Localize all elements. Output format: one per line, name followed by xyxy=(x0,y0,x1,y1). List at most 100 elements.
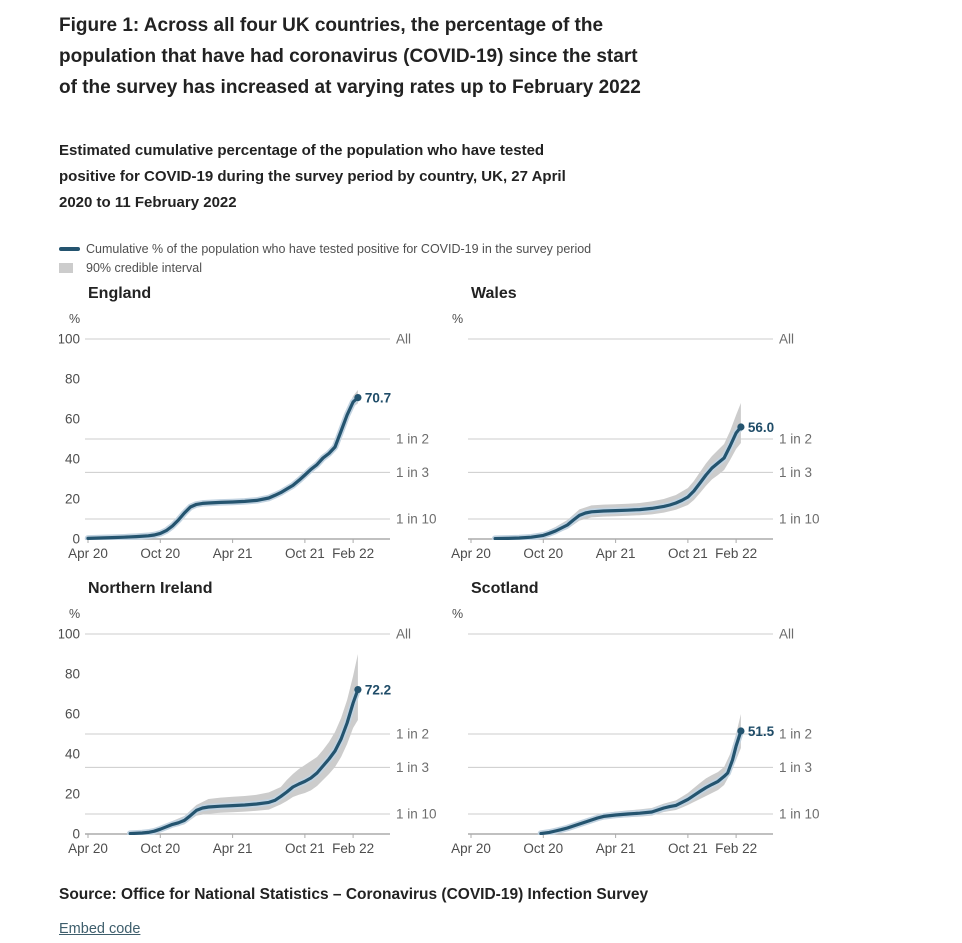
figure-subtitle-line: positive for COVID-19 during the survey … xyxy=(59,168,566,185)
line-halo xyxy=(84,394,362,540)
source-text: Source: Office for National Statistics –… xyxy=(59,886,649,903)
chart-wales: Wales All 1 in 2 1 in 3 1 in 10 Apr 20 Oct 20… xyxy=(442,285,825,567)
end-value-label: 51.5 xyxy=(748,724,775,739)
right-axis-label: All xyxy=(779,332,794,347)
y-tick-label: 100 xyxy=(59,332,80,347)
legend-label: 90% credible interval xyxy=(86,260,203,275)
x-tick-label: Apr 20 xyxy=(68,841,108,856)
right-axis-label: 1 in 10 xyxy=(396,512,437,527)
chart-title-northern-ireland: Northern Ireland xyxy=(88,580,213,597)
y-tick-label: 40 xyxy=(65,747,80,762)
end-value-label: 56.0 xyxy=(748,420,774,435)
right-axis-label: All xyxy=(396,627,411,642)
figure-subtitle-line: 2020 to 11 February 2022 xyxy=(59,194,237,211)
x-tick-label: Oct 21 xyxy=(668,841,708,856)
x-tick-label: Oct 21 xyxy=(668,546,708,561)
y-tick-label: 20 xyxy=(65,492,80,507)
right-axis-label: 1 in 2 xyxy=(396,727,429,742)
x-tick-label: Apr 20 xyxy=(451,841,491,856)
y-tick-label: 100 xyxy=(59,627,80,642)
line-halo xyxy=(537,727,745,835)
right-axis-label: 1 in 3 xyxy=(779,465,812,480)
embed-link-wrap: Embed code xyxy=(59,920,942,938)
y-tick-label: 80 xyxy=(65,667,80,682)
figure-title-line: of the survey has increased at varying r… xyxy=(59,77,641,98)
cumulative-line xyxy=(128,687,360,835)
england-chart-svg: All 1 in 2 1 in 3 1 in 10 Apr 20 Oct 20 Apr 21… xyxy=(59,312,437,561)
x-tick-label: Apr 21 xyxy=(596,841,636,856)
right-axis-label: 1 in 10 xyxy=(396,807,437,822)
figure-title-line: Figure 1: Across all four UK countries, … xyxy=(59,15,604,36)
x-tick-label: Feb 22 xyxy=(332,841,374,856)
x-tick-label: Feb 22 xyxy=(715,841,757,856)
cumulative-line xyxy=(493,425,743,540)
x-tick-label: Apr 21 xyxy=(213,841,253,856)
right-axis-label: 1 in 10 xyxy=(779,807,820,822)
figure-subtitle-line: Estimated cumulative percentage of the p… xyxy=(59,142,545,159)
x-tick-label: Oct 20 xyxy=(523,841,563,856)
end-point-dot xyxy=(737,727,745,735)
chart-title-england: England xyxy=(88,285,152,302)
right-axis-label: All xyxy=(779,627,794,642)
figure-title-line: population that have had coronavirus (CO… xyxy=(59,46,638,67)
charts-grid: England All 1 in 2 1 in 3 1 in 10 Apr 20 Oct … xyxy=(59,285,942,862)
x-tick-label: Oct 20 xyxy=(140,841,180,856)
right-axis-label: 1 in 10 xyxy=(779,512,820,527)
chart-legend: Cumulative % of the population who have … xyxy=(59,239,942,277)
x-tick-label: Apr 21 xyxy=(213,546,253,561)
legend-item-line: Cumulative % of the population who have … xyxy=(59,239,942,258)
credible-interval-band xyxy=(130,654,358,834)
wales-chart-svg: All 1 in 2 1 in 3 1 in 10 Apr 20 Oct 20 Apr 21… xyxy=(451,312,820,561)
right-axis-label: 1 in 2 xyxy=(396,432,429,447)
line-halo xyxy=(491,423,745,540)
chart-england: England All 1 in 2 1 in 3 1 in 10 Apr 20 Oct … xyxy=(59,285,442,567)
line-swatch-icon xyxy=(59,246,80,251)
cumulative-line xyxy=(86,395,360,540)
scotland-chart-svg: All 1 in 2 1 in 3 1 in 10 Apr 20 Oct 20 Apr 21… xyxy=(451,607,820,856)
right-axis-label: 1 in 2 xyxy=(779,432,812,447)
figure-subtitle: Estimated cumulative percentage of the p… xyxy=(59,138,689,216)
embed-code-link[interactable]: Embed code xyxy=(59,921,141,937)
x-tick-label: Oct 20 xyxy=(523,546,563,561)
y-tick-label: 0 xyxy=(72,827,80,842)
y-tick-label: 80 xyxy=(65,372,80,387)
x-tick-label: Oct 21 xyxy=(285,546,325,561)
end-point-dot xyxy=(737,423,745,431)
end-value-label: 70.7 xyxy=(365,391,391,406)
y-axis-unit-label: % xyxy=(452,607,463,621)
legend-label: Cumulative % of the population who have … xyxy=(86,241,592,256)
band-swatch-icon xyxy=(59,262,73,273)
end-point-dot xyxy=(354,394,362,402)
x-tick-label: Apr 21 xyxy=(596,546,636,561)
northern-ireland-chart-svg: All 1 in 2 1 in 3 1 in 10 Apr 20 Oct 20 Apr 21… xyxy=(59,607,437,856)
right-axis-label: 1 in 3 xyxy=(779,760,812,775)
y-axis-unit-label: % xyxy=(452,312,463,326)
y-tick-label: 60 xyxy=(65,707,80,722)
end-value-label: 72.2 xyxy=(365,683,391,698)
line-halo xyxy=(126,686,362,835)
x-tick-label: Feb 22 xyxy=(332,546,374,561)
x-tick-label: Feb 22 xyxy=(715,546,757,561)
right-axis-label: 1 in 3 xyxy=(396,760,429,775)
x-tick-label: Apr 20 xyxy=(68,546,108,561)
right-axis-label: All xyxy=(396,332,411,347)
figure-title: Figure 1: Across all four UK countries, … xyxy=(59,10,719,103)
end-point-dot xyxy=(354,686,362,694)
legend-item-band: 90% credible interval xyxy=(59,258,942,277)
right-axis-label: 1 in 3 xyxy=(396,465,429,480)
y-tick-label: 60 xyxy=(65,412,80,427)
x-tick-label: Apr 20 xyxy=(451,546,491,561)
chart-title-wales: Wales xyxy=(471,285,517,302)
cumulative-line xyxy=(539,729,743,835)
x-tick-label: Oct 21 xyxy=(285,841,325,856)
x-tick-label: Oct 20 xyxy=(140,546,180,561)
y-tick-label: 20 xyxy=(65,787,80,802)
y-axis-unit-label: % xyxy=(69,607,80,621)
chart-title-scotland: Scotland xyxy=(471,580,539,597)
y-axis-unit-label: % xyxy=(69,312,80,326)
y-tick-label: 40 xyxy=(65,452,80,467)
y-tick-label: 0 xyxy=(72,532,80,547)
chart-scotland: Scotland All 1 in 2 1 in 3 1 in 10 Apr 20 Oct… xyxy=(442,580,825,862)
